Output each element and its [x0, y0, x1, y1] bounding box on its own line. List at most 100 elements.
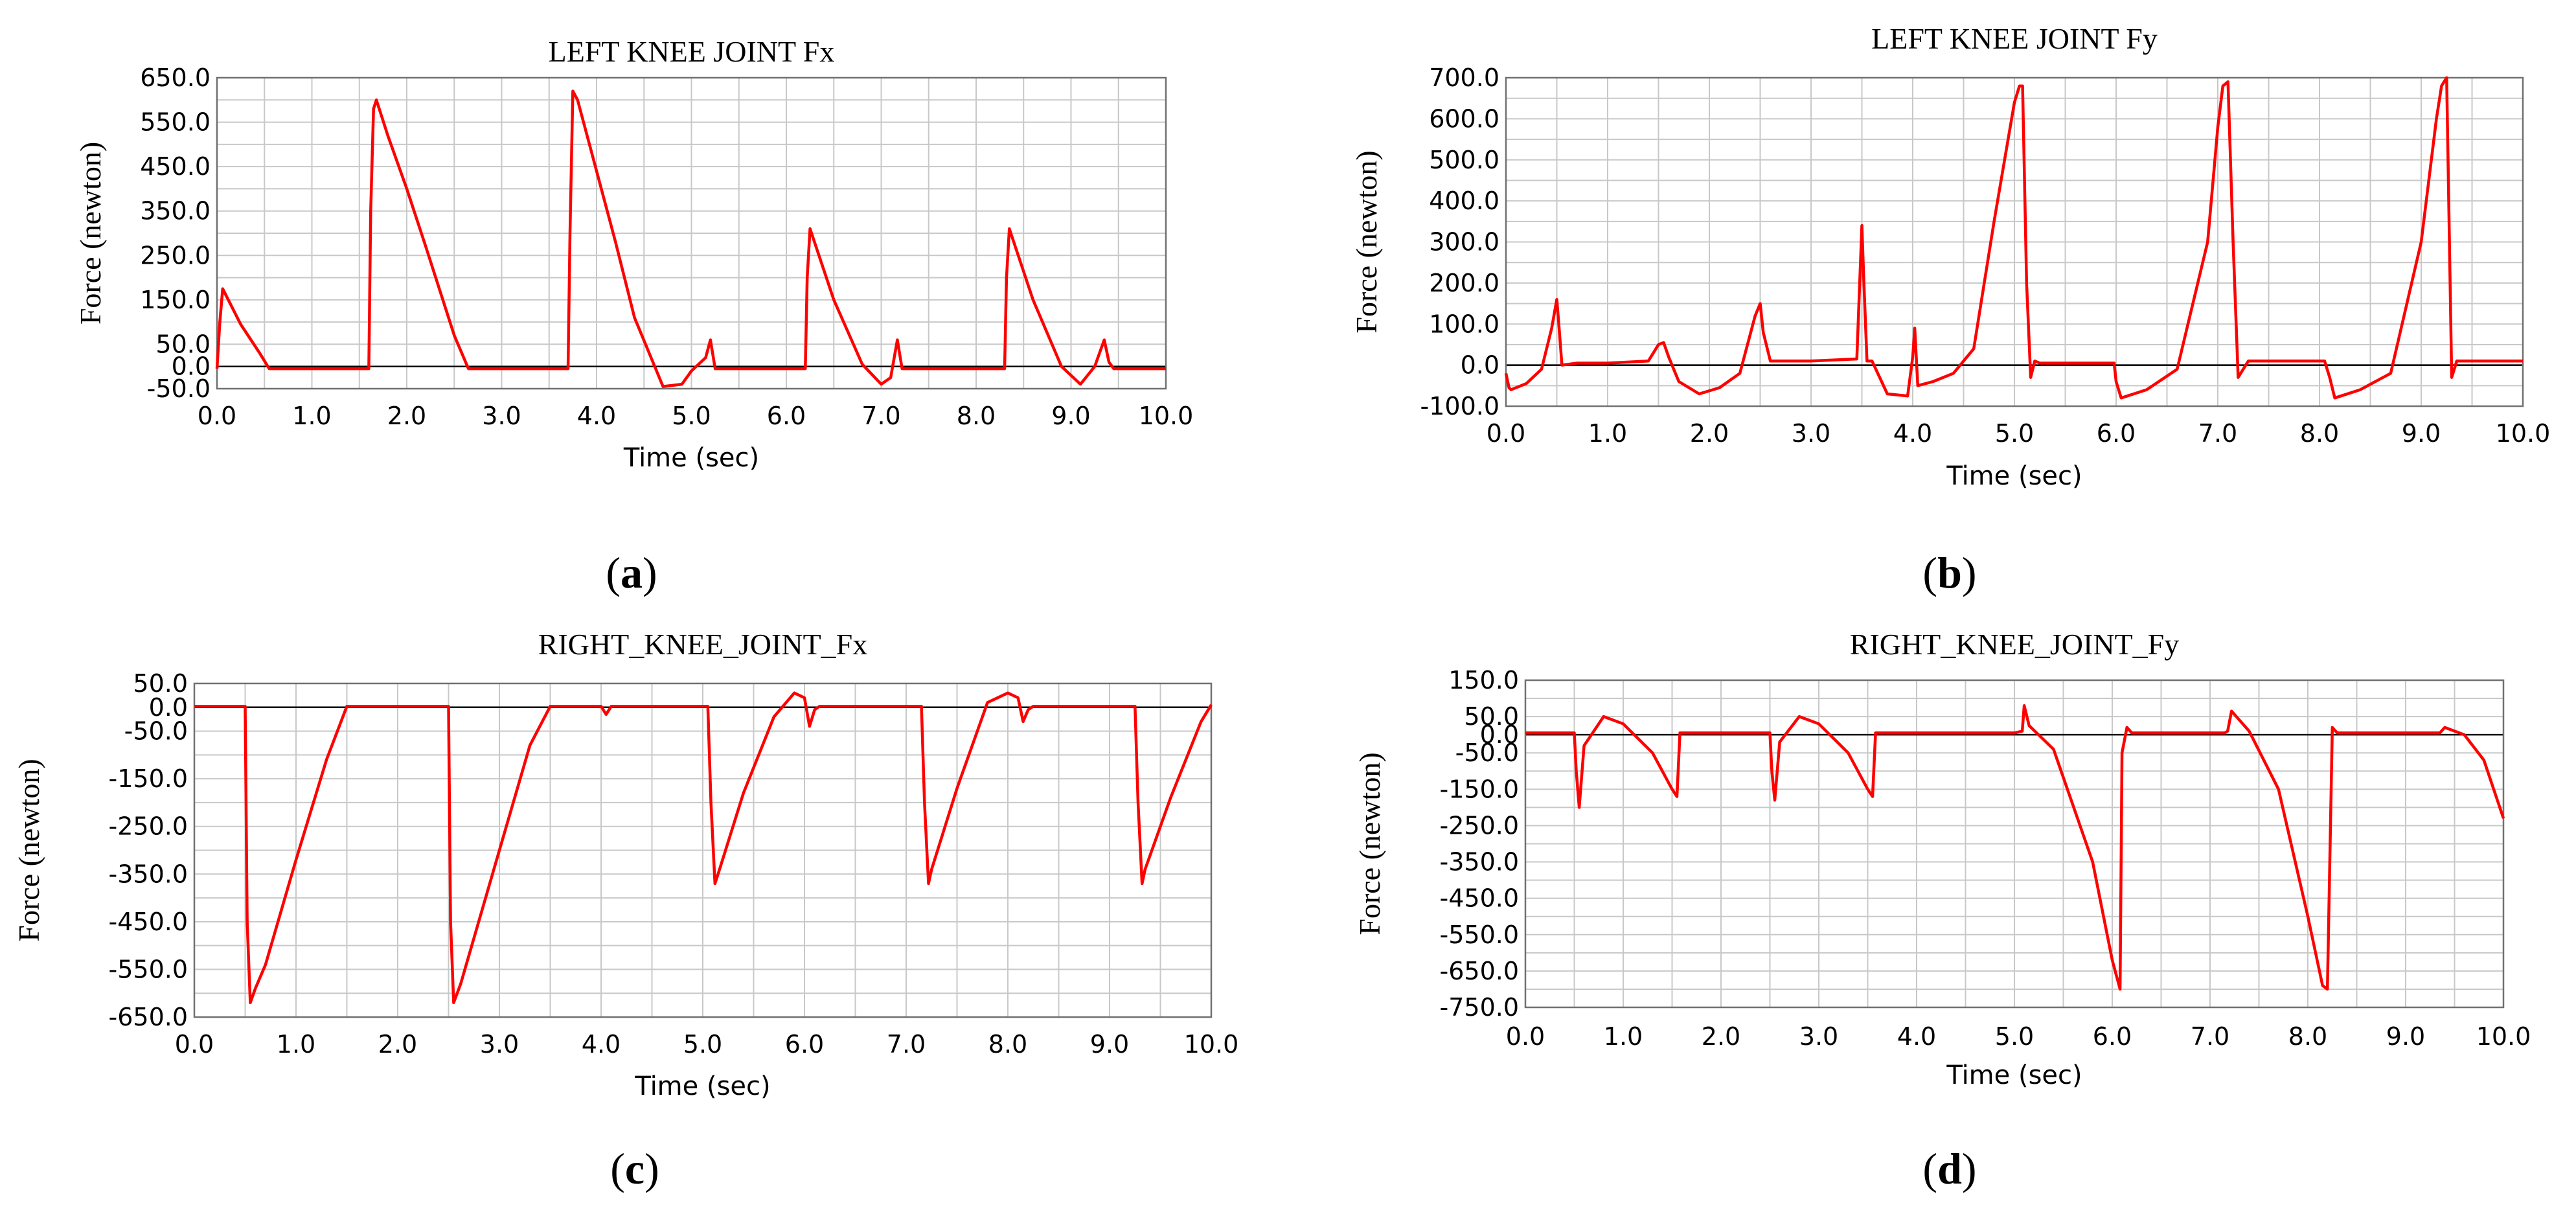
- y-tick-label: -50.0: [147, 374, 211, 403]
- x-tick-label: 4.0: [1897, 1022, 1936, 1051]
- x-tick-label: 0.0: [1506, 1022, 1545, 1051]
- x-axis-label: Time (sec): [634, 1071, 770, 1101]
- y-tick-label: -450.0: [1440, 884, 1520, 913]
- chart-title: RIGHT_KNEE_JOINT_Fx: [538, 628, 868, 661]
- y-tick-label: -100.0: [1420, 392, 1500, 420]
- chart-panel-c: RIGHT_KNEE_JOINT_Fx 0.0 1.0 2.0 3.0 4.0 5.0 6.0…: [0, 619, 1270, 1214]
- x-tick-label: 9.0: [1090, 1030, 1129, 1059]
- x-tick-label: 1.0: [1604, 1022, 1643, 1051]
- y-tick-label: -150.0: [1440, 775, 1520, 803]
- chart-d-svg: RIGHT_KNEE_JOINT_Fy 0.0 1.0 2.0 3.0 4.0 5.0 6.0…: [1353, 628, 2531, 1090]
- y-tick-label: -50.0: [1455, 739, 1519, 767]
- x-tick-label: 3.0: [482, 402, 521, 430]
- caption-c: (c): [610, 1144, 659, 1193]
- y-tick-label: -650.0: [109, 1003, 188, 1031]
- x-tick-label: 5.0: [672, 402, 711, 430]
- y-tick-label: -750.0: [1440, 993, 1520, 1022]
- y-tick-label: 400.0: [1429, 187, 1499, 215]
- chart-panel-d: RIGHT_KNEE_JOINT_Fy 0.0 1.0 2.0 3.0 4.0 5.0 6.0…: [1289, 619, 2576, 1214]
- x-tick-label: 2.0: [387, 402, 426, 430]
- x-tick-label: 7.0: [861, 402, 900, 430]
- y-axis-label: Force (newton): [1350, 150, 1383, 333]
- y-tick-label: -650.0: [1440, 957, 1520, 985]
- y-tick-label: 700.0: [1429, 63, 1499, 92]
- x-tick-label: 2.0: [1702, 1022, 1740, 1051]
- y-tick-label: 0.0: [1480, 720, 1519, 749]
- x-tick-label: 8.0: [2288, 1022, 2327, 1051]
- y-tick-label: 100.0: [1429, 310, 1499, 338]
- x-tick-label: 6.0: [785, 1030, 824, 1059]
- y-tick-label: 550.0: [140, 108, 211, 137]
- x-tick-label: 8.0: [2300, 419, 2339, 448]
- y-tick-label: 450.0: [140, 152, 211, 181]
- plot-frame: [1505, 76, 2524, 407]
- y-tick-label: 250.0: [140, 241, 211, 269]
- x-axis-label: Time (sec): [1946, 1060, 2082, 1090]
- x-tick-label: 6.0: [2097, 419, 2136, 448]
- chart-a-svg: LEFT KNEE JOINT Fx 0.0 1.0 2.0 3.0 4.0 5.0 6.0 7…: [74, 35, 1193, 473]
- y-axis-label: Force (newton): [12, 759, 45, 941]
- chart-title: LEFT KNEE JOINT Fy: [1871, 22, 2158, 55]
- y-tick-label: 600.0: [1429, 104, 1499, 133]
- x-tick-label: 1.0: [277, 1030, 315, 1059]
- caption-b: (b): [1922, 548, 1977, 597]
- series-line-0: [1504, 76, 2523, 400]
- y-tick-label: 650.0: [140, 63, 211, 92]
- y-tick-label: -50.0: [124, 717, 188, 746]
- series-line-0: [1525, 704, 2505, 991]
- x-tick-label: 0.0: [1487, 419, 1525, 448]
- x-tick-label: 7.0: [887, 1030, 926, 1059]
- x-tick-label: 0.0: [198, 402, 236, 430]
- chart-b-svg: LEFT KNEE JOINT Fy 0.0 1.0 2.0 3.0 4.0 5.0 6.0 7…: [1350, 22, 2551, 491]
- x-tick-label: 9.0: [2386, 1022, 2425, 1051]
- x-tick-label: 0.0: [175, 1030, 214, 1059]
- y-tick-label: -150.0: [109, 764, 188, 793]
- y-tick-label: 200.0: [1429, 269, 1499, 297]
- x-tick-label: 9.0: [2402, 419, 2441, 448]
- y-tick-label: 150.0: [1448, 666, 1519, 694]
- x-tick-label: 10.0: [2496, 419, 2551, 448]
- series-line-0: [215, 89, 1166, 388]
- x-tick-label: 2.0: [378, 1030, 417, 1059]
- chart-c-svg: RIGHT_KNEE_JOINT_Fx 0.0 1.0 2.0 3.0 4.0 5.0 6.0…: [12, 628, 1239, 1101]
- y-tick-label: 50.0: [133, 669, 188, 698]
- y-tick-label: 0.0: [1461, 351, 1499, 380]
- y-tick-label: 350.0: [140, 197, 211, 225]
- x-tick-label: 4.0: [577, 402, 616, 430]
- y-tick-label: -350.0: [1440, 848, 1520, 876]
- y-tick-label: -550.0: [109, 955, 188, 983]
- x-tick-label: 7.0: [2198, 419, 2237, 448]
- chart-panel-a: LEFT KNEE JOINT Fx 0.0 1.0 2.0 3.0 4.0 5.0 6.0 7…: [0, 19, 1270, 622]
- y-tick-label: -250.0: [1440, 811, 1520, 840]
- chart-title: LEFT KNEE JOINT Fx: [549, 35, 835, 68]
- x-tick-label: 10.0: [1184, 1030, 1239, 1059]
- x-tick-label: 1.0: [292, 402, 331, 430]
- x-tick-label: 9.0: [1051, 402, 1090, 430]
- x-tick-label: 1.0: [1588, 419, 1627, 448]
- y-tick-label: 300.0: [1429, 228, 1499, 257]
- caption-d: (d): [1922, 1144, 1977, 1193]
- x-tick-label: 8.0: [988, 1030, 1027, 1059]
- y-tick-label: 50.0: [1464, 702, 1519, 731]
- x-tick-label: 2.0: [1690, 419, 1729, 448]
- chart-panel-b: LEFT KNEE JOINT Fy 0.0 1.0 2.0 3.0 4.0 5.0 6.0 7…: [1289, 6, 2576, 622]
- chart-title: RIGHT_KNEE_JOINT_Fy: [1850, 628, 2180, 661]
- y-tick-label: -250.0: [109, 812, 188, 841]
- plot-frame: [1524, 679, 2505, 1009]
- x-tick-label: 6.0: [2093, 1022, 2132, 1051]
- x-tick-label: 7.0: [2191, 1022, 2229, 1051]
- x-tick-label: 8.0: [957, 402, 996, 430]
- y-axis-label: Force (newton): [74, 142, 107, 325]
- y-tick-label: -450.0: [109, 908, 188, 936]
- y-tick-label: 150.0: [140, 286, 211, 314]
- x-tick-label: 6.0: [767, 402, 806, 430]
- y-tick-label: 0.0: [149, 693, 188, 722]
- caption-a: (a): [606, 548, 657, 597]
- plot-frame: [216, 76, 1167, 390]
- x-tick-label: 3.0: [1792, 419, 1830, 448]
- y-tick-label: 500.0: [1429, 146, 1499, 174]
- plot-frame: [193, 682, 1213, 1018]
- x-tick-label: 5.0: [1995, 1022, 2034, 1051]
- x-axis-label: Time (sec): [623, 443, 759, 473]
- y-tick-label: -550.0: [1440, 921, 1520, 949]
